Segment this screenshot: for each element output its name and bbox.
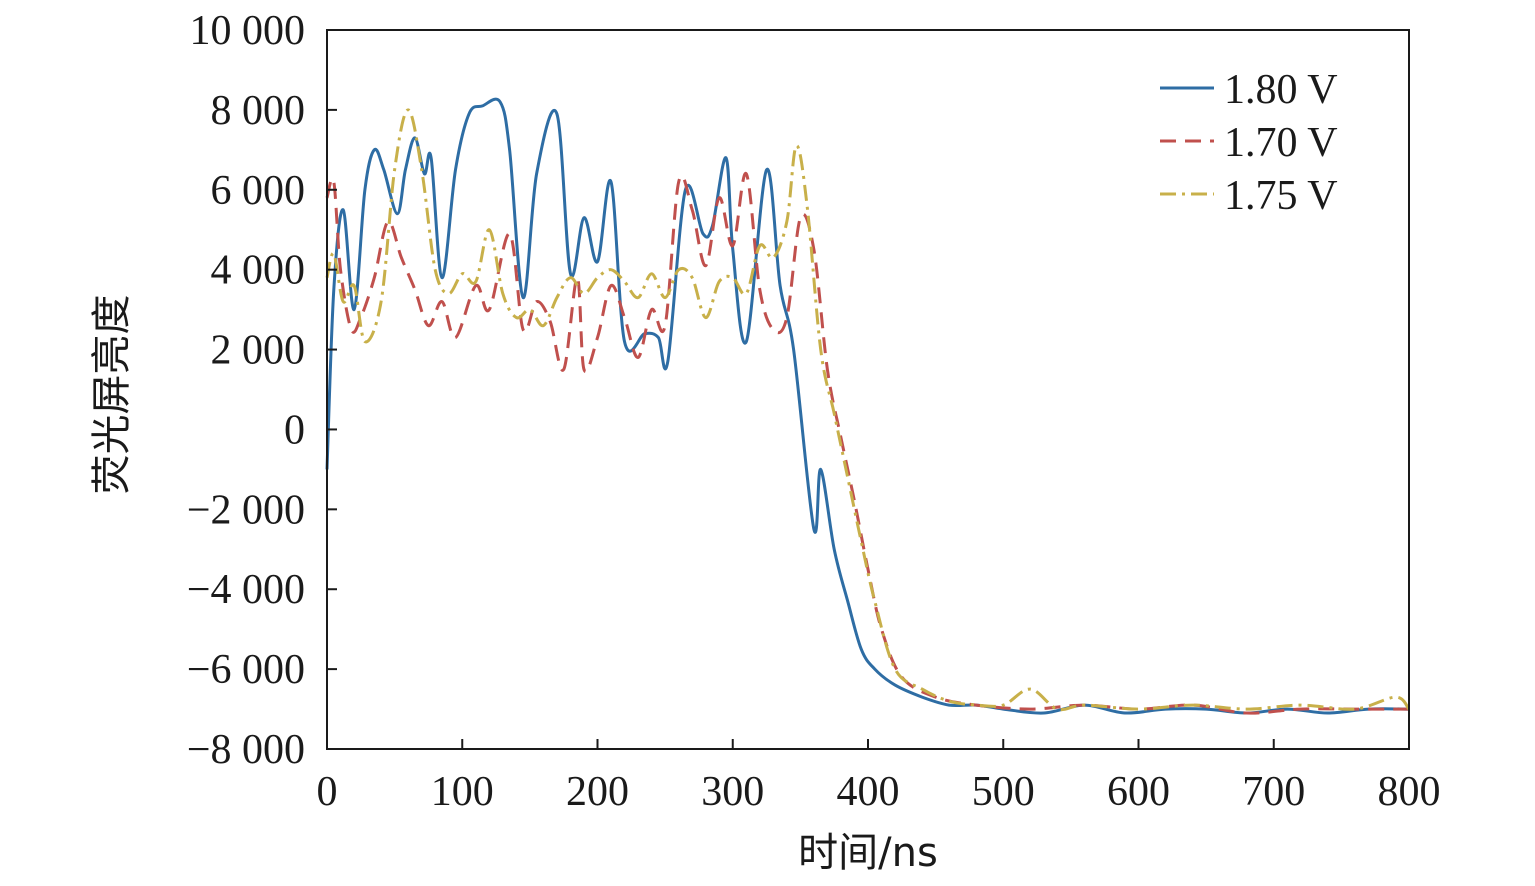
x-tick-label: 800: [1378, 769, 1441, 815]
y-tick-label: −8 000: [187, 727, 305, 773]
x-tick-label: 100: [431, 769, 494, 815]
y-tick-label: 10 000: [190, 8, 306, 54]
y-tick-label: −2 000: [187, 487, 305, 533]
x-tick-label: 600: [1107, 769, 1170, 815]
y-axis-title: 荧光屏亮度: [89, 295, 135, 495]
series-line-3: [325, 108, 1411, 712]
y-tick-label: 6 000: [211, 168, 306, 214]
x-axis-title: 时间/ns: [798, 830, 938, 876]
series-layer: [325, 97, 1411, 715]
legend-label: 1.75 V: [1224, 173, 1338, 219]
x-tick-label: 300: [701, 769, 764, 815]
legend: 1.80 V 1.70 V 1.75 V: [1160, 67, 1338, 219]
y-tick-label: −4 000: [187, 567, 305, 613]
x-axis: 0 100 200 300 400 500 600 700 800: [317, 739, 1441, 815]
legend-label: 1.70 V: [1224, 120, 1338, 166]
y-axis: −8 000 −6 000 −4 000 −2 000 0 2 000 4 000 6 000…: [187, 8, 337, 773]
x-tick-label: 200: [566, 769, 629, 815]
x-tick-label: 0: [317, 769, 338, 815]
y-tick-label: 8 000: [211, 88, 306, 134]
y-tick-label: −6 000: [187, 647, 305, 693]
y-tick-label: 0: [284, 407, 305, 453]
legend-label: 1.80 V: [1224, 67, 1338, 113]
x-tick-label: 500: [972, 769, 1035, 815]
y-tick-label: 2 000: [211, 328, 306, 374]
series-line-2: [325, 172, 1410, 715]
x-tick-label: 400: [837, 769, 900, 815]
y-tick-label: 4 000: [211, 248, 306, 294]
x-tick-label: 700: [1242, 769, 1305, 815]
